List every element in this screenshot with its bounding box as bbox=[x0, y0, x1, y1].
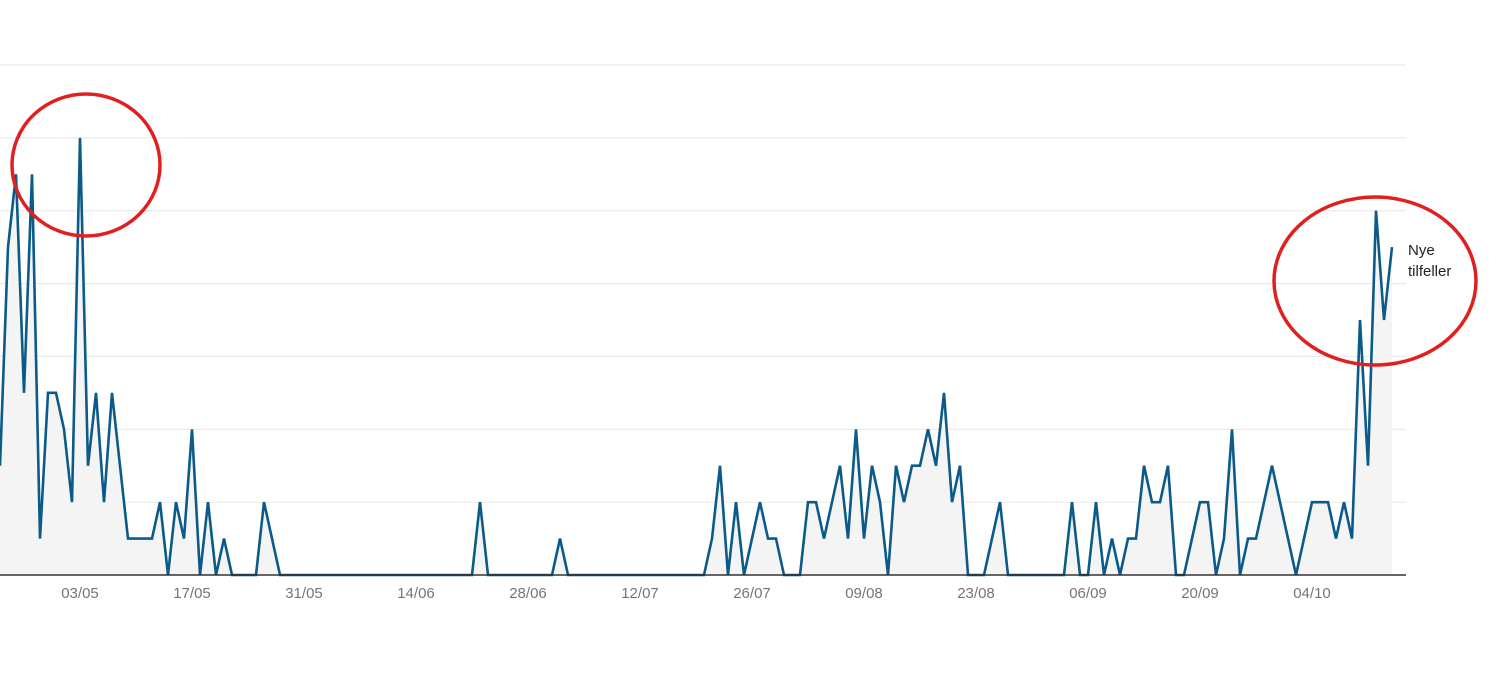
x-tick-label: 06/09 bbox=[1069, 585, 1107, 602]
annotation-circle bbox=[1272, 195, 1478, 367]
annotation-circle bbox=[10, 92, 162, 238]
x-tick-label: 23/08 bbox=[957, 585, 995, 602]
x-tick-label: 17/05 bbox=[173, 585, 211, 602]
x-tick-label: 09/08 bbox=[845, 585, 883, 602]
x-tick-label: 31/05 bbox=[285, 585, 323, 602]
grid bbox=[0, 64, 1406, 576]
x-tick-label: 28/06 bbox=[509, 585, 547, 602]
legend-label: Nye tilfeller bbox=[1408, 242, 1452, 280]
x-tick-label: 12/07 bbox=[621, 585, 659, 602]
x-tick-label: 26/07 bbox=[733, 585, 771, 602]
x-tick-label: 03/05 bbox=[61, 585, 99, 602]
x-axis-labels: 03/05 17/05 31/05 14/06 28/06 12/07 26/07 09/08… bbox=[61, 585, 1331, 602]
x-tick-label: 04/10 bbox=[1293, 585, 1331, 602]
x-tick-label: 14/06 bbox=[397, 585, 435, 602]
x-tick-label: 20/09 bbox=[1181, 585, 1219, 602]
